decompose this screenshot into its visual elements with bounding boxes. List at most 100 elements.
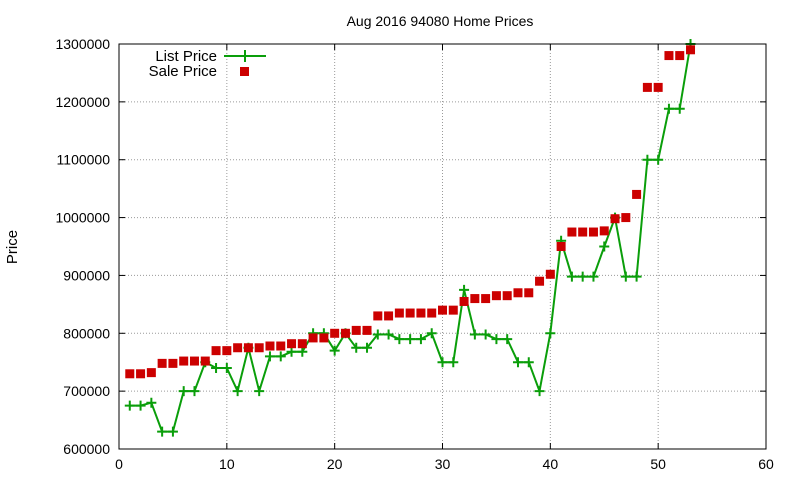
sale-price-point xyxy=(319,333,329,343)
y-tick-label: 1100000 xyxy=(57,152,111,168)
sale-price-point xyxy=(491,291,501,301)
sale-price-point xyxy=(610,214,620,224)
sale-price-point xyxy=(243,343,253,353)
list-price-point xyxy=(286,346,297,357)
list-price-point xyxy=(254,386,265,397)
x-tick-label: 10 xyxy=(219,456,235,472)
sale-price-point xyxy=(287,339,297,349)
sale-price-point xyxy=(146,368,156,378)
sale-price-point xyxy=(200,356,210,366)
legend-marker-list-price xyxy=(239,50,251,62)
list-price-point xyxy=(211,363,222,373)
x-tick-label: 50 xyxy=(650,456,666,472)
list-price-point xyxy=(663,103,674,114)
legend-marker-sale-price xyxy=(240,67,249,76)
y-axis-label: Price xyxy=(4,230,21,264)
list-price-point xyxy=(329,345,340,356)
list-price-point xyxy=(297,346,308,357)
list-price-point xyxy=(674,103,685,114)
sale-price-point xyxy=(653,82,663,92)
sale-price-point xyxy=(384,311,394,321)
sale-price-point xyxy=(168,358,178,368)
list-price-point xyxy=(135,400,146,411)
list-price-point xyxy=(448,357,459,368)
sale-price-point xyxy=(448,305,458,315)
sale-price-point xyxy=(686,45,696,55)
x-tick-label: 30 xyxy=(435,456,451,472)
sale-price-point xyxy=(254,343,264,353)
sale-price-point xyxy=(405,308,415,318)
sale-price-point xyxy=(675,51,685,61)
list-price-point xyxy=(642,154,653,165)
sale-price-point xyxy=(189,356,199,366)
sale-price-point xyxy=(524,288,534,298)
x-tick-label: 60 xyxy=(758,456,774,472)
sale-price-point xyxy=(642,82,652,92)
sale-price-point xyxy=(416,308,426,318)
list-price-point xyxy=(459,284,470,295)
legend-label-list-price: List Price xyxy=(155,48,217,65)
y-tick-label: 1200000 xyxy=(55,94,110,110)
list-price-point xyxy=(405,334,416,345)
sale-price-point xyxy=(308,333,318,343)
sale-price-point xyxy=(362,325,372,335)
x-tick-label: 20 xyxy=(327,456,343,472)
list-price-point xyxy=(167,426,178,437)
list-price-point xyxy=(577,271,588,282)
x-tick-label: 40 xyxy=(543,456,559,472)
list-price-point xyxy=(221,363,232,373)
y-tick-label: 1300000 xyxy=(55,36,110,52)
list-price-point xyxy=(512,357,523,368)
sale-price-point xyxy=(578,227,588,237)
list-price-point xyxy=(394,334,405,345)
list-price-point xyxy=(480,329,491,340)
y-tick-label: 900000 xyxy=(63,267,110,283)
list-price-point xyxy=(545,328,556,339)
y-tick-label: 800000 xyxy=(63,325,110,341)
list-price-point xyxy=(469,329,480,340)
list-price-point xyxy=(351,342,362,353)
legend-label-sale-price: Sale Price xyxy=(149,63,217,80)
list-price-point xyxy=(362,342,373,353)
sale-price-point xyxy=(481,294,491,304)
sale-price-point xyxy=(351,325,361,335)
list-price-point xyxy=(588,271,599,282)
sale-price-point xyxy=(136,369,146,379)
sale-price-point xyxy=(513,288,523,298)
list-price-point xyxy=(491,334,502,345)
list-price-point xyxy=(383,329,394,340)
sale-price-point xyxy=(222,346,232,356)
list-price-point xyxy=(653,154,664,165)
sale-price-point xyxy=(297,339,307,349)
list-price-point xyxy=(523,357,534,368)
axis-ticks: 0 10 20 30 40 50 60 600000 700000 800000 900000 100… xyxy=(55,36,774,472)
sale-price-point xyxy=(157,358,167,368)
sale-price-point xyxy=(470,294,480,304)
list-price-point xyxy=(620,271,631,282)
list-price-point xyxy=(631,271,642,282)
list-price-point xyxy=(178,386,189,397)
sale-price-point xyxy=(373,311,383,321)
sale-price-point xyxy=(588,227,598,237)
sale-price-point xyxy=(567,227,577,237)
list-price-point xyxy=(264,351,275,362)
sale-price-point xyxy=(459,296,469,306)
y-tick-label: 700000 xyxy=(63,383,110,399)
list-price-point xyxy=(146,397,157,408)
sale-price-point xyxy=(276,341,286,351)
sale-price-point xyxy=(556,242,566,251)
sale-price-point xyxy=(621,213,631,223)
y-tick-label: 1000000 xyxy=(55,210,110,226)
list-price-point xyxy=(566,271,577,282)
list-price-point xyxy=(599,241,610,252)
list-price-point xyxy=(275,351,286,362)
sale-price-point xyxy=(438,305,447,315)
sale-price-point xyxy=(179,356,189,366)
sale-price-point xyxy=(125,369,135,379)
list-price-point xyxy=(372,329,383,340)
legend: List Price Sale Price xyxy=(149,48,266,80)
sale-price-point xyxy=(632,189,642,199)
sale-price-point xyxy=(340,328,350,338)
sale-price-point xyxy=(330,328,340,338)
